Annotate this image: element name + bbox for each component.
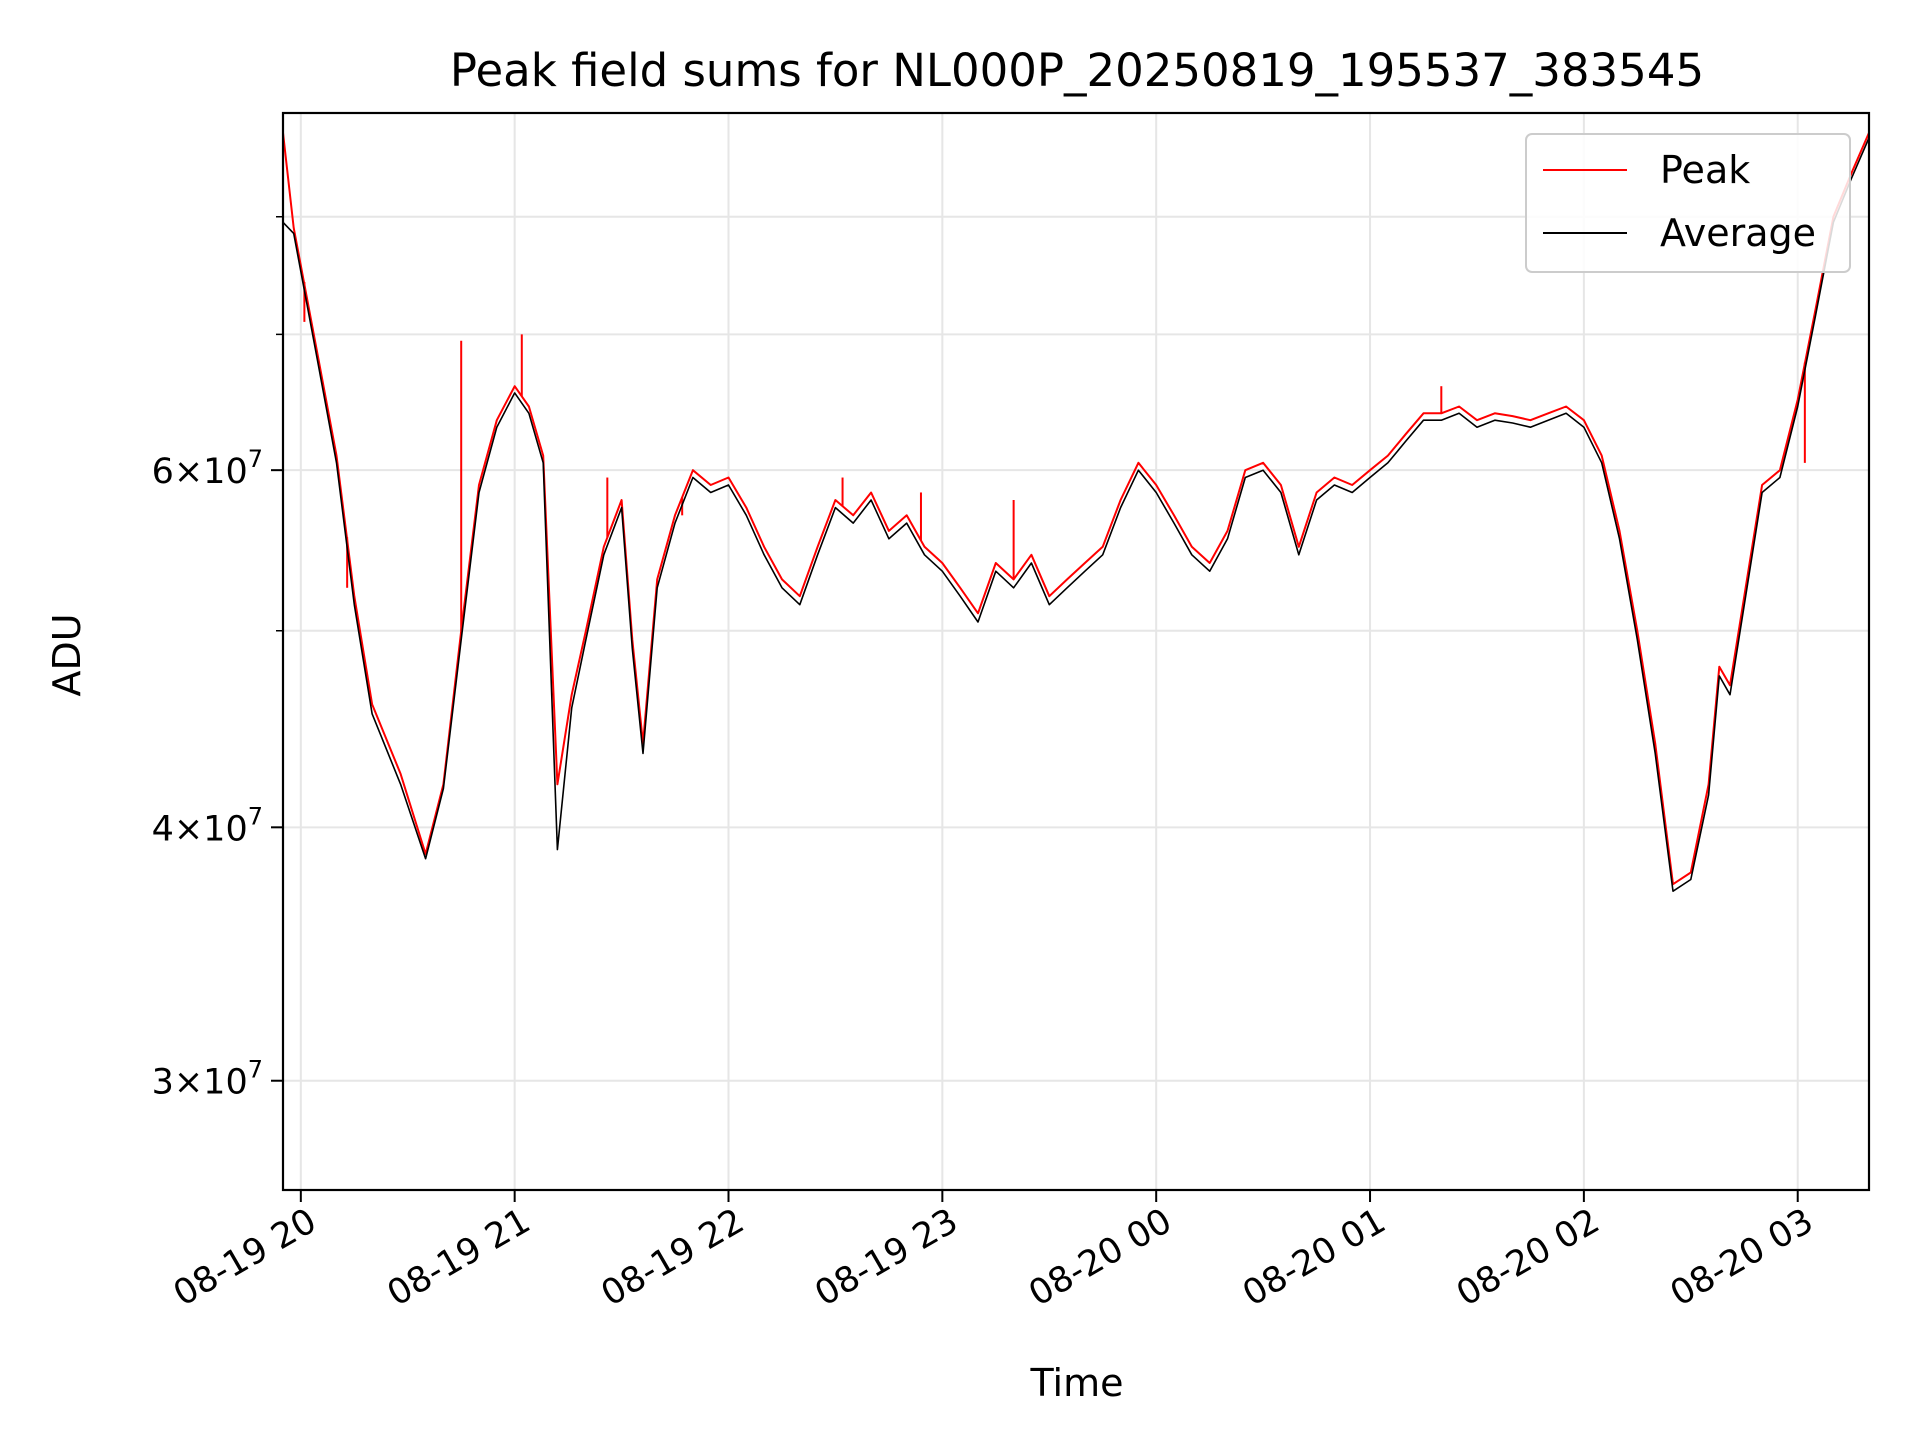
legend-label-peak: Peak bbox=[1660, 148, 1750, 192]
plot-series bbox=[283, 132, 1869, 893]
legend-box bbox=[1525, 133, 1851, 273]
legend-label-average: Average bbox=[1660, 211, 1816, 255]
y-tick-label: 4×107 bbox=[152, 802, 263, 849]
legend: Peak Average bbox=[1525, 133, 1851, 273]
y-axis-ticks: 3×107 4×107 6×107 bbox=[152, 216, 283, 1103]
x-axis-label: Time bbox=[1030, 1361, 1124, 1405]
y-tick-label: 3×107 bbox=[152, 1056, 263, 1103]
y-axis-label: ADU bbox=[45, 613, 89, 696]
series-line-peak bbox=[283, 132, 1869, 886]
series-line-average bbox=[283, 137, 1869, 893]
axes-frame bbox=[281, 111, 1871, 1192]
y-tick-label: 6×107 bbox=[152, 445, 263, 492]
chart-title: Peak field sums for NL000P_20250819_1955… bbox=[450, 44, 1704, 97]
